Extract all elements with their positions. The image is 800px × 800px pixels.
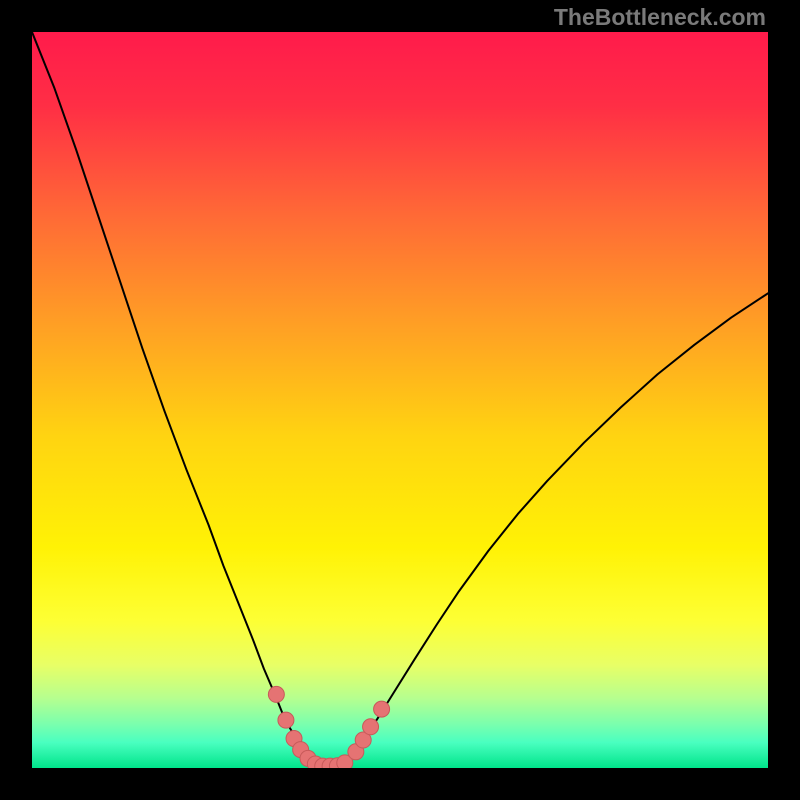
bottleneck-chart: [32, 32, 768, 768]
watermark-text: TheBottleneck.com: [554, 4, 766, 31]
curve-marker: [363, 719, 379, 735]
chart-background: [32, 32, 768, 768]
curve-marker: [278, 712, 294, 728]
curve-marker: [374, 701, 390, 717]
curve-marker: [268, 686, 284, 702]
